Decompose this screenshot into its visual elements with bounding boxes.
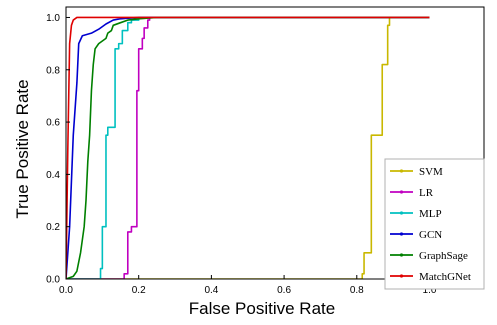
y-tick-label: 0.6 — [46, 118, 60, 129]
legend-marker — [399, 232, 404, 236]
y-tick-label: 0.4 — [46, 170, 60, 181]
x-tick-label: 0.8 — [350, 285, 364, 296]
plot-area — [66, 16, 430, 279]
x-tick-label: 0.4 — [204, 285, 218, 296]
series-line-gcn — [66, 16, 430, 279]
y-axis-label: True Positive Rate — [13, 79, 32, 218]
x-tick-label: 0.6 — [277, 285, 291, 296]
legend-label: LR — [419, 187, 434, 199]
x-tick-label: 0.0 — [59, 285, 73, 296]
legend-box — [384, 158, 485, 290]
legend-marker — [399, 274, 404, 278]
legend-marker — [399, 211, 404, 215]
legend-label: MatchGNet — [419, 271, 471, 283]
x-tick-label: 0.2 — [132, 285, 146, 296]
series-line-matchgnet — [66, 16, 430, 279]
legend-label: MLP — [419, 208, 442, 220]
y-tick-label: 0.8 — [46, 65, 60, 76]
legend: SVM LR MLP GCN GraphSage MatchGNet — [384, 158, 485, 290]
series-line-mlp — [66, 16, 430, 279]
legend-marker — [399, 190, 404, 194]
series-line-svm — [66, 16, 430, 279]
x-axis-label: False Positive Rate — [189, 299, 335, 318]
legend-marker — [399, 169, 404, 173]
series-line-lr — [66, 16, 430, 279]
y-tick-label: 1.0 — [46, 13, 60, 24]
legend-label: GraphSage — [419, 250, 468, 262]
y-tick-label: 0.2 — [46, 222, 60, 233]
legend-marker — [399, 253, 404, 257]
legend-label: SVM — [419, 166, 443, 178]
x-tick-label: 1.0 — [423, 285, 437, 296]
plot-frame — [65, 6, 485, 280]
legend-label: GCN — [419, 229, 442, 241]
y-tick-label: 0.0 — [46, 275, 60, 286]
axes: 0.0 0.2 0.4 0.6 0.8 1.0 0.0 0.2 0.4 0.6 0.8 1.0 — [46, 6, 485, 296]
series-line-graphsage — [66, 16, 430, 279]
